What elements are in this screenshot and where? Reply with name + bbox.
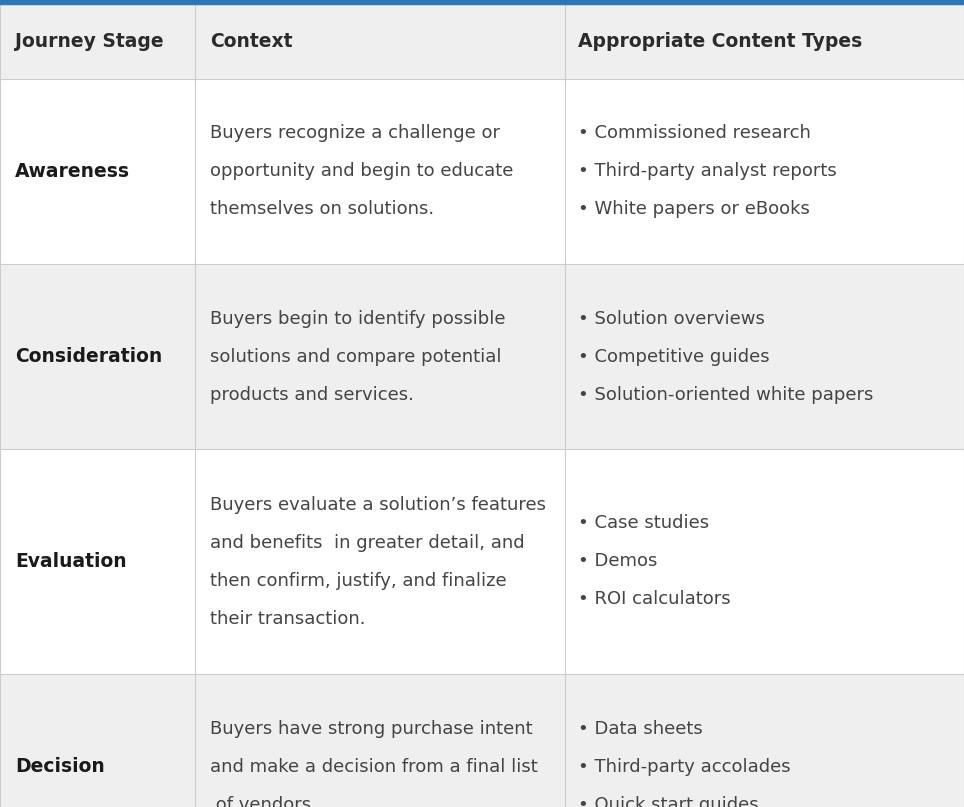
Text: Awareness: Awareness [15, 162, 130, 181]
Text: Journey Stage: Journey Stage [15, 32, 164, 51]
Text: Buyers have strong purchase intent: Buyers have strong purchase intent [210, 720, 533, 738]
Text: • Third-party analyst reports: • Third-party analyst reports [578, 162, 837, 181]
Text: Buyers recognize a challenge or: Buyers recognize a challenge or [210, 124, 500, 143]
Text: • Commissioned research: • Commissioned research [578, 124, 811, 143]
Text: Context: Context [210, 32, 292, 51]
Text: solutions and compare potential: solutions and compare potential [210, 348, 501, 366]
Text: • Solution-oriented white papers: • Solution-oriented white papers [578, 386, 873, 404]
Text: Buyers begin to identify possible: Buyers begin to identify possible [210, 310, 505, 328]
Text: • Quick start guides: • Quick start guides [578, 796, 759, 807]
Text: and make a decision from a final list: and make a decision from a final list [210, 758, 538, 776]
Text: • ROI calculators: • ROI calculators [578, 591, 731, 608]
Text: • White papers or eBooks: • White papers or eBooks [578, 200, 810, 219]
Text: themselves on solutions.: themselves on solutions. [210, 200, 434, 219]
Text: • Third-party accolades: • Third-party accolades [578, 758, 790, 776]
Text: • Demos: • Demos [578, 553, 657, 571]
Text: • Data sheets: • Data sheets [578, 720, 703, 738]
Text: Decision: Decision [15, 757, 105, 776]
Text: Buyers evaluate a solution’s features: Buyers evaluate a solution’s features [210, 495, 546, 513]
Text: Evaluation: Evaluation [15, 552, 126, 571]
Bar [0, 264, 964, 449]
Text: of vendors.: of vendors. [210, 796, 317, 807]
Text: Consideration: Consideration [15, 347, 162, 366]
Text: • Competitive guides: • Competitive guides [578, 348, 769, 366]
Bar [0, 79, 964, 264]
Text: and benefits  in greater detail, and: and benefits in greater detail, and [210, 533, 524, 551]
Text: products and services.: products and services. [210, 386, 414, 404]
Text: then confirm, justify, and finalize: then confirm, justify, and finalize [210, 571, 507, 589]
Bar [0, 674, 964, 807]
Text: • Solution overviews: • Solution overviews [578, 310, 764, 328]
Text: opportunity and begin to educate: opportunity and begin to educate [210, 162, 514, 181]
Text: Appropriate Content Types: Appropriate Content Types [578, 32, 862, 51]
Text: their transaction.: their transaction. [210, 609, 365, 628]
Text: • Case studies: • Case studies [578, 515, 710, 533]
Bar [0, 449, 964, 674]
Bar [0, 4, 964, 79]
